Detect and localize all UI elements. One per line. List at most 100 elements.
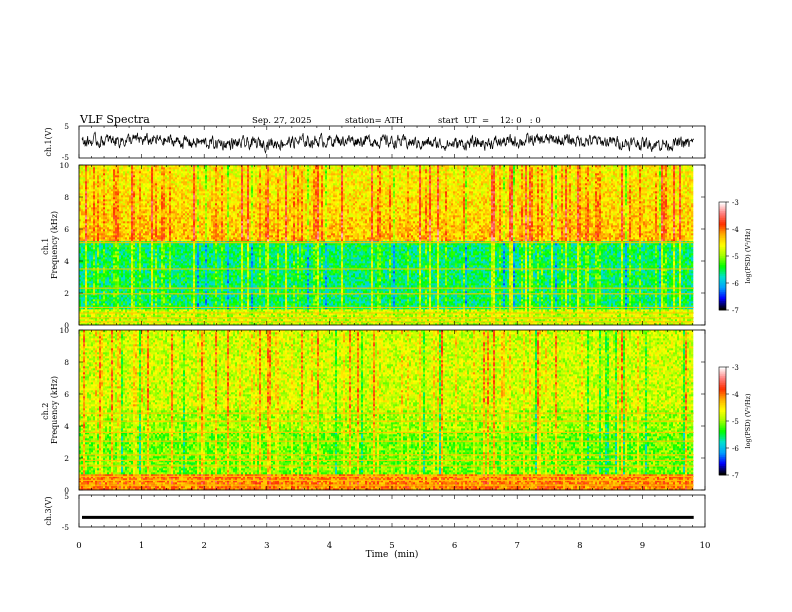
spectrogram-cell (225, 323, 228, 326)
spectrogram-cell (439, 323, 442, 326)
spectrogram-cell (421, 319, 424, 322)
spectrogram-cell (265, 323, 268, 326)
spectrogram-cell (405, 297, 408, 300)
spectrogram-cell (461, 297, 464, 300)
spectrogram-cell (169, 307, 172, 310)
spectrogram-cell (81, 301, 84, 304)
spectrogram-cell (225, 315, 228, 318)
spectrogram-cell (543, 295, 546, 298)
spectrogram-cell (495, 313, 498, 316)
spectrogram-cell (195, 313, 198, 316)
spectrogram-cell (459, 301, 462, 304)
spectrogram-cell (125, 323, 128, 326)
spectrogram-cell (483, 319, 486, 322)
spectrogram-cell (189, 299, 192, 302)
spectrogram-cell (651, 297, 654, 300)
spectrogram-cell (381, 303, 384, 306)
spectrogram-cell (153, 313, 156, 316)
spectrogram-cell (179, 315, 182, 318)
spectrogram-cell (475, 315, 478, 318)
spectrogram-cell (573, 313, 576, 316)
spectrogram-cell (301, 303, 304, 306)
spectrogram-cell (273, 301, 276, 304)
spectrogram-cell (553, 299, 556, 302)
spectrogram-cell (545, 309, 548, 312)
spectrogram-cell (517, 323, 520, 326)
spectrogram-cell (179, 323, 182, 326)
spectrogram-cell (221, 299, 224, 302)
spectrogram-cell (105, 315, 108, 318)
spectrogram-cell (345, 295, 348, 298)
spectrogram-cell (281, 307, 284, 310)
spectrogram-cell (423, 299, 426, 302)
spectrogram-cell (381, 299, 384, 302)
spectrogram-cell (657, 311, 660, 314)
spectrogram-cell (559, 303, 562, 306)
spectrogram-cell (311, 309, 314, 312)
spectrogram-cell (271, 315, 274, 318)
spectrogram-cell (665, 311, 668, 314)
spectrogram-cell (481, 297, 484, 300)
spectrogram-cell (293, 319, 296, 322)
spectrogram-cell (93, 311, 96, 314)
spectrogram-cell (539, 315, 542, 318)
spectrogram-cell (217, 295, 220, 298)
spectrogram-cell (451, 313, 454, 316)
spectrogram-cell (287, 309, 290, 312)
spectrogram-cell (497, 295, 500, 298)
spectrogram-cell (679, 309, 682, 312)
spectrogram-cell (241, 299, 244, 302)
spectrogram-cell (533, 301, 536, 304)
ch1-waveform-trace (81, 131, 695, 155)
spectrogram-cell (327, 299, 330, 302)
spectrogram-cell (679, 301, 682, 304)
spectrogram-cell (335, 309, 338, 312)
spectrogram-cell (79, 319, 82, 322)
spectrogram-cell (417, 319, 420, 322)
spectrogram-cell (173, 319, 176, 322)
spectrogram-cell (677, 323, 680, 326)
spectrogram-cell (251, 315, 254, 318)
spectrogram-cell (367, 297, 370, 300)
spectrogram-cell (497, 309, 500, 312)
spectrogram-cell (315, 313, 318, 316)
spectrogram-cell (269, 315, 272, 318)
spectrogram-cell (539, 311, 542, 314)
spectrogram-cell (129, 309, 132, 312)
spectrogram-cell (419, 315, 422, 318)
spectrogram-cell (559, 301, 562, 304)
spectrogram-cell (157, 323, 160, 326)
spectrogram-cell (99, 299, 102, 302)
spectrogram-cell (639, 323, 642, 326)
spectrogram-cell (79, 315, 82, 318)
spectrogram-cell (89, 295, 92, 298)
spectrogram-cell (303, 319, 306, 322)
spectrogram-cell (221, 301, 224, 304)
spectrogram-cell (83, 309, 86, 312)
spectrogram-cell (365, 313, 368, 316)
spectrogram-cell (301, 313, 304, 316)
spectrogram-cell (535, 323, 538, 326)
spectrogram-cell (141, 323, 144, 326)
spectrogram-cell (489, 301, 492, 304)
spectrogram-cell (193, 315, 196, 318)
spectrogram-cell (481, 309, 484, 312)
spectrogram-cell (81, 313, 84, 316)
spectrogram-cell (95, 319, 98, 322)
spectrogram-cell (453, 303, 456, 306)
spectrogram-cell (485, 309, 488, 312)
spectrogram-cell (209, 315, 212, 318)
spectrogram-cell (299, 323, 302, 326)
spectrogram-cell (625, 319, 628, 322)
spectrogram-cell (107, 319, 110, 322)
spectrogram-cell (153, 311, 156, 314)
spectrogram-cell (173, 301, 176, 304)
spectrogram-cell (659, 309, 662, 312)
spectrogram-cell (551, 301, 554, 304)
spectrogram-cell (503, 309, 506, 312)
spectrogram-cell (405, 319, 408, 322)
spectrogram-cell (569, 309, 572, 312)
ch1-ytick-bottom: -5 (62, 153, 70, 162)
spectrogram-cell (225, 299, 228, 302)
spectrogram-cell (115, 303, 118, 306)
